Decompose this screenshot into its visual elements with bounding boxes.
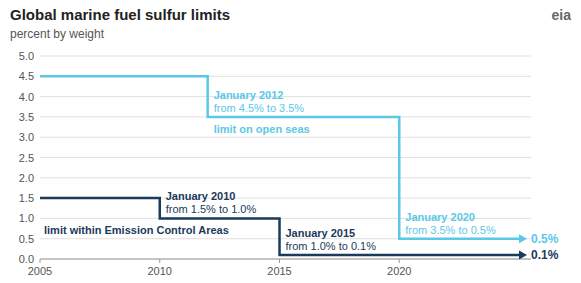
end-label: 0.1% xyxy=(531,248,559,262)
y-tick-label: 3.0 xyxy=(19,131,34,143)
title: Global marine fuel sulfur limits xyxy=(10,6,230,23)
x-tick-label: 2015 xyxy=(267,265,291,277)
annotation-text: from 3.5% to 0.5% xyxy=(405,224,496,236)
arrow-head xyxy=(519,250,527,259)
y-tick-label: 2.0 xyxy=(19,172,34,184)
annotation-title: January 2012 xyxy=(214,89,284,101)
y-tick-label: 1.0 xyxy=(19,212,34,224)
annotation-title: January 2010 xyxy=(166,190,236,202)
annotation-text: from 1.0% to 0.1% xyxy=(286,240,377,252)
x-tick-label: 2020 xyxy=(387,265,411,277)
y-tick-label: 4.5 xyxy=(19,70,34,82)
end-label: 0.5% xyxy=(531,232,559,246)
series-label: limit within Emission Control Areas xyxy=(44,224,229,236)
subtitle: percent by weight xyxy=(10,27,105,41)
grid-line xyxy=(40,137,531,138)
y-tick-label: 2.5 xyxy=(19,152,34,164)
grid-line xyxy=(40,157,531,158)
x-tick xyxy=(279,259,280,263)
x-tick xyxy=(399,259,400,263)
logo: eia xyxy=(552,7,572,23)
x-tick xyxy=(159,259,160,263)
y-tick-label: 3.5 xyxy=(19,111,34,123)
grid xyxy=(40,56,531,259)
y-tick-label: 4.0 xyxy=(19,91,34,103)
x-tick xyxy=(40,259,41,263)
y-tick-label: 1.5 xyxy=(19,192,34,204)
x-tick-label: 2005 xyxy=(28,265,52,277)
series-label: limit on open seas xyxy=(214,123,310,135)
grid-line xyxy=(40,56,531,57)
y-tick-label: 0.0 xyxy=(19,253,34,265)
series-line xyxy=(40,198,519,255)
annotation-text: from 1.5% to 1.0% xyxy=(166,203,257,215)
annotation-title: January 2015 xyxy=(286,227,356,239)
y-tick-label: 5.0 xyxy=(19,50,34,62)
annotation-text: from 4.5% to 3.5% xyxy=(214,102,305,114)
x-tick-label: 2010 xyxy=(148,265,172,277)
y-tick-label: 0.5 xyxy=(19,233,34,245)
grid-line xyxy=(40,259,531,260)
grid-line xyxy=(40,96,531,97)
x-axis-line xyxy=(40,259,531,260)
lines xyxy=(40,76,519,255)
annotation-title: January 2020 xyxy=(405,211,475,223)
series-line xyxy=(40,76,519,238)
grid-line xyxy=(40,177,531,178)
chart: Global marine fuel sulfur limits percent … xyxy=(0,0,581,283)
arrow-head xyxy=(519,234,527,243)
